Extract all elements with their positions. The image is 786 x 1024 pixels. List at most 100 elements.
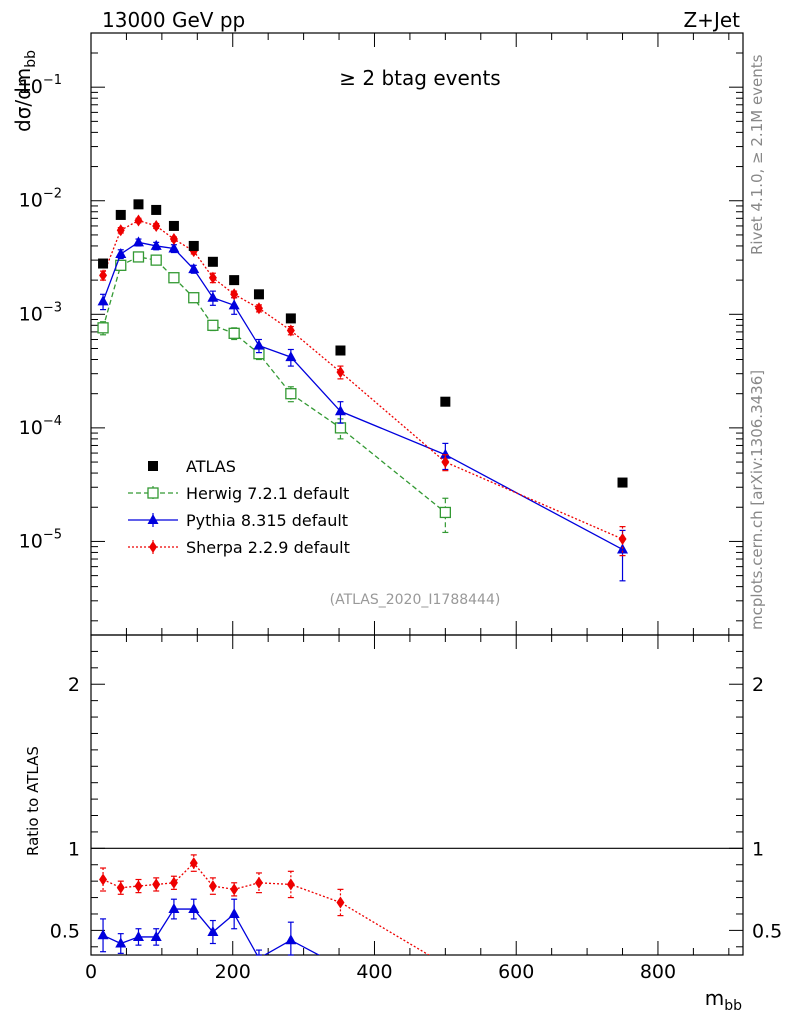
main-point-pythia bbox=[150, 239, 162, 250]
legend-label-pythia: Pythia 8.315 default bbox=[186, 511, 348, 530]
legend-marker-herwig bbox=[147, 487, 159, 499]
main-y-tick-exp: −1 bbox=[43, 73, 62, 88]
main-point-atlas bbox=[285, 313, 296, 324]
legend-label-atlas: ATLAS bbox=[186, 457, 236, 476]
ratio-series-pythia bbox=[97, 898, 321, 956]
main-point-herwig bbox=[334, 422, 347, 434]
main-point-sherpa bbox=[286, 324, 295, 337]
x-axis-label: mbb bbox=[705, 986, 742, 1014]
main-point-sherpa bbox=[169, 233, 178, 246]
main-point-pythia bbox=[439, 448, 451, 459]
legend-label-herwig: Herwig 7.2.1 default bbox=[186, 484, 349, 503]
main-point-herwig bbox=[97, 322, 109, 334]
main-y-axis-label: dσ/dmbb bbox=[11, 50, 39, 132]
main-y-tick-base: 10 bbox=[19, 417, 43, 439]
ratio-point-pythia bbox=[207, 926, 219, 937]
ratio-series-layer bbox=[97, 854, 431, 956]
main-point-herwig bbox=[285, 388, 297, 400]
main-point-atlas bbox=[207, 256, 218, 267]
main-point-atlas bbox=[151, 204, 162, 215]
main-point-atlas bbox=[440, 396, 451, 407]
ratio-point-pythia bbox=[132, 930, 144, 941]
main-y-tick-label: 10−2 bbox=[19, 187, 62, 212]
main-point-pythia bbox=[253, 339, 265, 350]
main-y-tick-base: 10 bbox=[19, 303, 43, 325]
main-point-sherpa bbox=[134, 214, 143, 227]
ratio-point-pythia bbox=[168, 903, 180, 914]
main-point-herwig bbox=[188, 292, 200, 304]
main-point-pythia bbox=[132, 236, 144, 247]
ratio-y-tick-label: 2 bbox=[68, 674, 80, 696]
selection-annotation: ≥ 2 btag events bbox=[339, 66, 500, 90]
main-point-atlas bbox=[617, 477, 628, 488]
main-point-sherpa bbox=[208, 271, 217, 284]
ratio-point-sherpa bbox=[230, 883, 239, 896]
main-series-pythia bbox=[97, 236, 629, 582]
legend-marker-atlas bbox=[148, 461, 158, 471]
main-point-pythia bbox=[97, 295, 109, 306]
main-point-herwig bbox=[150, 254, 162, 266]
main-point-pythia bbox=[168, 242, 180, 253]
main-point-pythia bbox=[228, 299, 240, 310]
ratio-point-sherpa bbox=[134, 880, 143, 893]
ratio-y-tick-label: 0.5 bbox=[50, 920, 80, 942]
main-point-herwig bbox=[115, 259, 127, 271]
main-series-layer bbox=[97, 199, 629, 582]
main-axis-ticks: 10−510−410−310−210−1 bbox=[19, 33, 743, 635]
x-tick-label: 0 bbox=[85, 961, 97, 983]
main-point-herwig bbox=[228, 327, 240, 339]
rivet-side-label: Rivet 4.1.0, ≥ 2.1M events bbox=[748, 54, 766, 255]
main-point-pythia bbox=[207, 291, 219, 302]
header-right-title: Z+Jet bbox=[683, 8, 740, 32]
main-point-sherpa bbox=[618, 533, 627, 546]
ratio-point-pythia bbox=[285, 934, 297, 945]
legend-marker-pythia bbox=[147, 514, 159, 524]
main-y-tick-label: 10−1 bbox=[19, 73, 62, 98]
ratio-point-sherpa bbox=[169, 876, 178, 889]
main-point-sherpa bbox=[336, 366, 345, 379]
ratio-series-sherpa bbox=[99, 854, 431, 955]
main-y-tick-exp: −5 bbox=[43, 527, 62, 542]
main-line-herwig bbox=[102, 256, 446, 513]
main-point-atlas bbox=[253, 289, 264, 300]
main-point-sherpa bbox=[441, 456, 450, 469]
legend-marker-sherpa bbox=[149, 541, 157, 553]
ratio-point-sherpa bbox=[208, 880, 217, 893]
ratio-point-pythia bbox=[115, 937, 127, 948]
ratio-y-axis-label: Ratio to ATLAS bbox=[24, 746, 42, 856]
main-point-pythia bbox=[334, 405, 346, 416]
x-tick-label: 200 bbox=[215, 961, 251, 983]
main-y-tick-base: 10 bbox=[19, 190, 43, 212]
main-point-atlas bbox=[115, 209, 126, 220]
legend: ATLAS Herwig 7.2.1 default Pythia 8.315 de… bbox=[128, 457, 350, 557]
main-line-pythia bbox=[102, 241, 623, 551]
ratio-point-sherpa bbox=[152, 878, 161, 891]
ratio-y-tick-label-right: 0.5 bbox=[752, 920, 782, 942]
main-series-atlas bbox=[98, 199, 628, 488]
ratio-y-tick-label: 1 bbox=[68, 838, 80, 860]
main-point-atlas bbox=[168, 220, 179, 231]
main-point-pythia bbox=[188, 263, 200, 274]
main-point-atlas bbox=[335, 345, 346, 356]
legend-entry-sherpa: Sherpa 2.2.9 default bbox=[128, 538, 350, 557]
main-point-atlas bbox=[229, 275, 240, 286]
x-tick-label: 400 bbox=[356, 961, 392, 983]
main-line-sherpa bbox=[102, 219, 623, 540]
ratio-point-pythia bbox=[228, 907, 240, 918]
main-y-tick-exp: −4 bbox=[43, 414, 62, 429]
main-point-herwig bbox=[207, 319, 219, 331]
main-y-label-main: dσ/dm bbox=[11, 68, 35, 132]
ratio-y-tick-label-right: 2 bbox=[752, 674, 764, 696]
ratio-point-sherpa bbox=[189, 857, 198, 870]
ratio-point-sherpa bbox=[286, 878, 295, 891]
main-point-sherpa bbox=[152, 219, 161, 232]
main-point-herwig bbox=[439, 506, 451, 519]
main-point-herwig bbox=[168, 272, 180, 284]
legend-entry-atlas: ATLAS bbox=[148, 457, 236, 476]
x-tick-label: 800 bbox=[640, 961, 676, 983]
ratio-point-pythia bbox=[150, 930, 162, 941]
ratio-axis-ticks: 0.5 0.5 1 1 2 2 0 200 400 600 800 bbox=[50, 635, 782, 983]
legend-label-sherpa: Sherpa 2.2.9 default bbox=[186, 538, 350, 557]
ratio-point-sherpa bbox=[116, 881, 125, 894]
main-y-tick-label: 10−5 bbox=[19, 527, 62, 552]
